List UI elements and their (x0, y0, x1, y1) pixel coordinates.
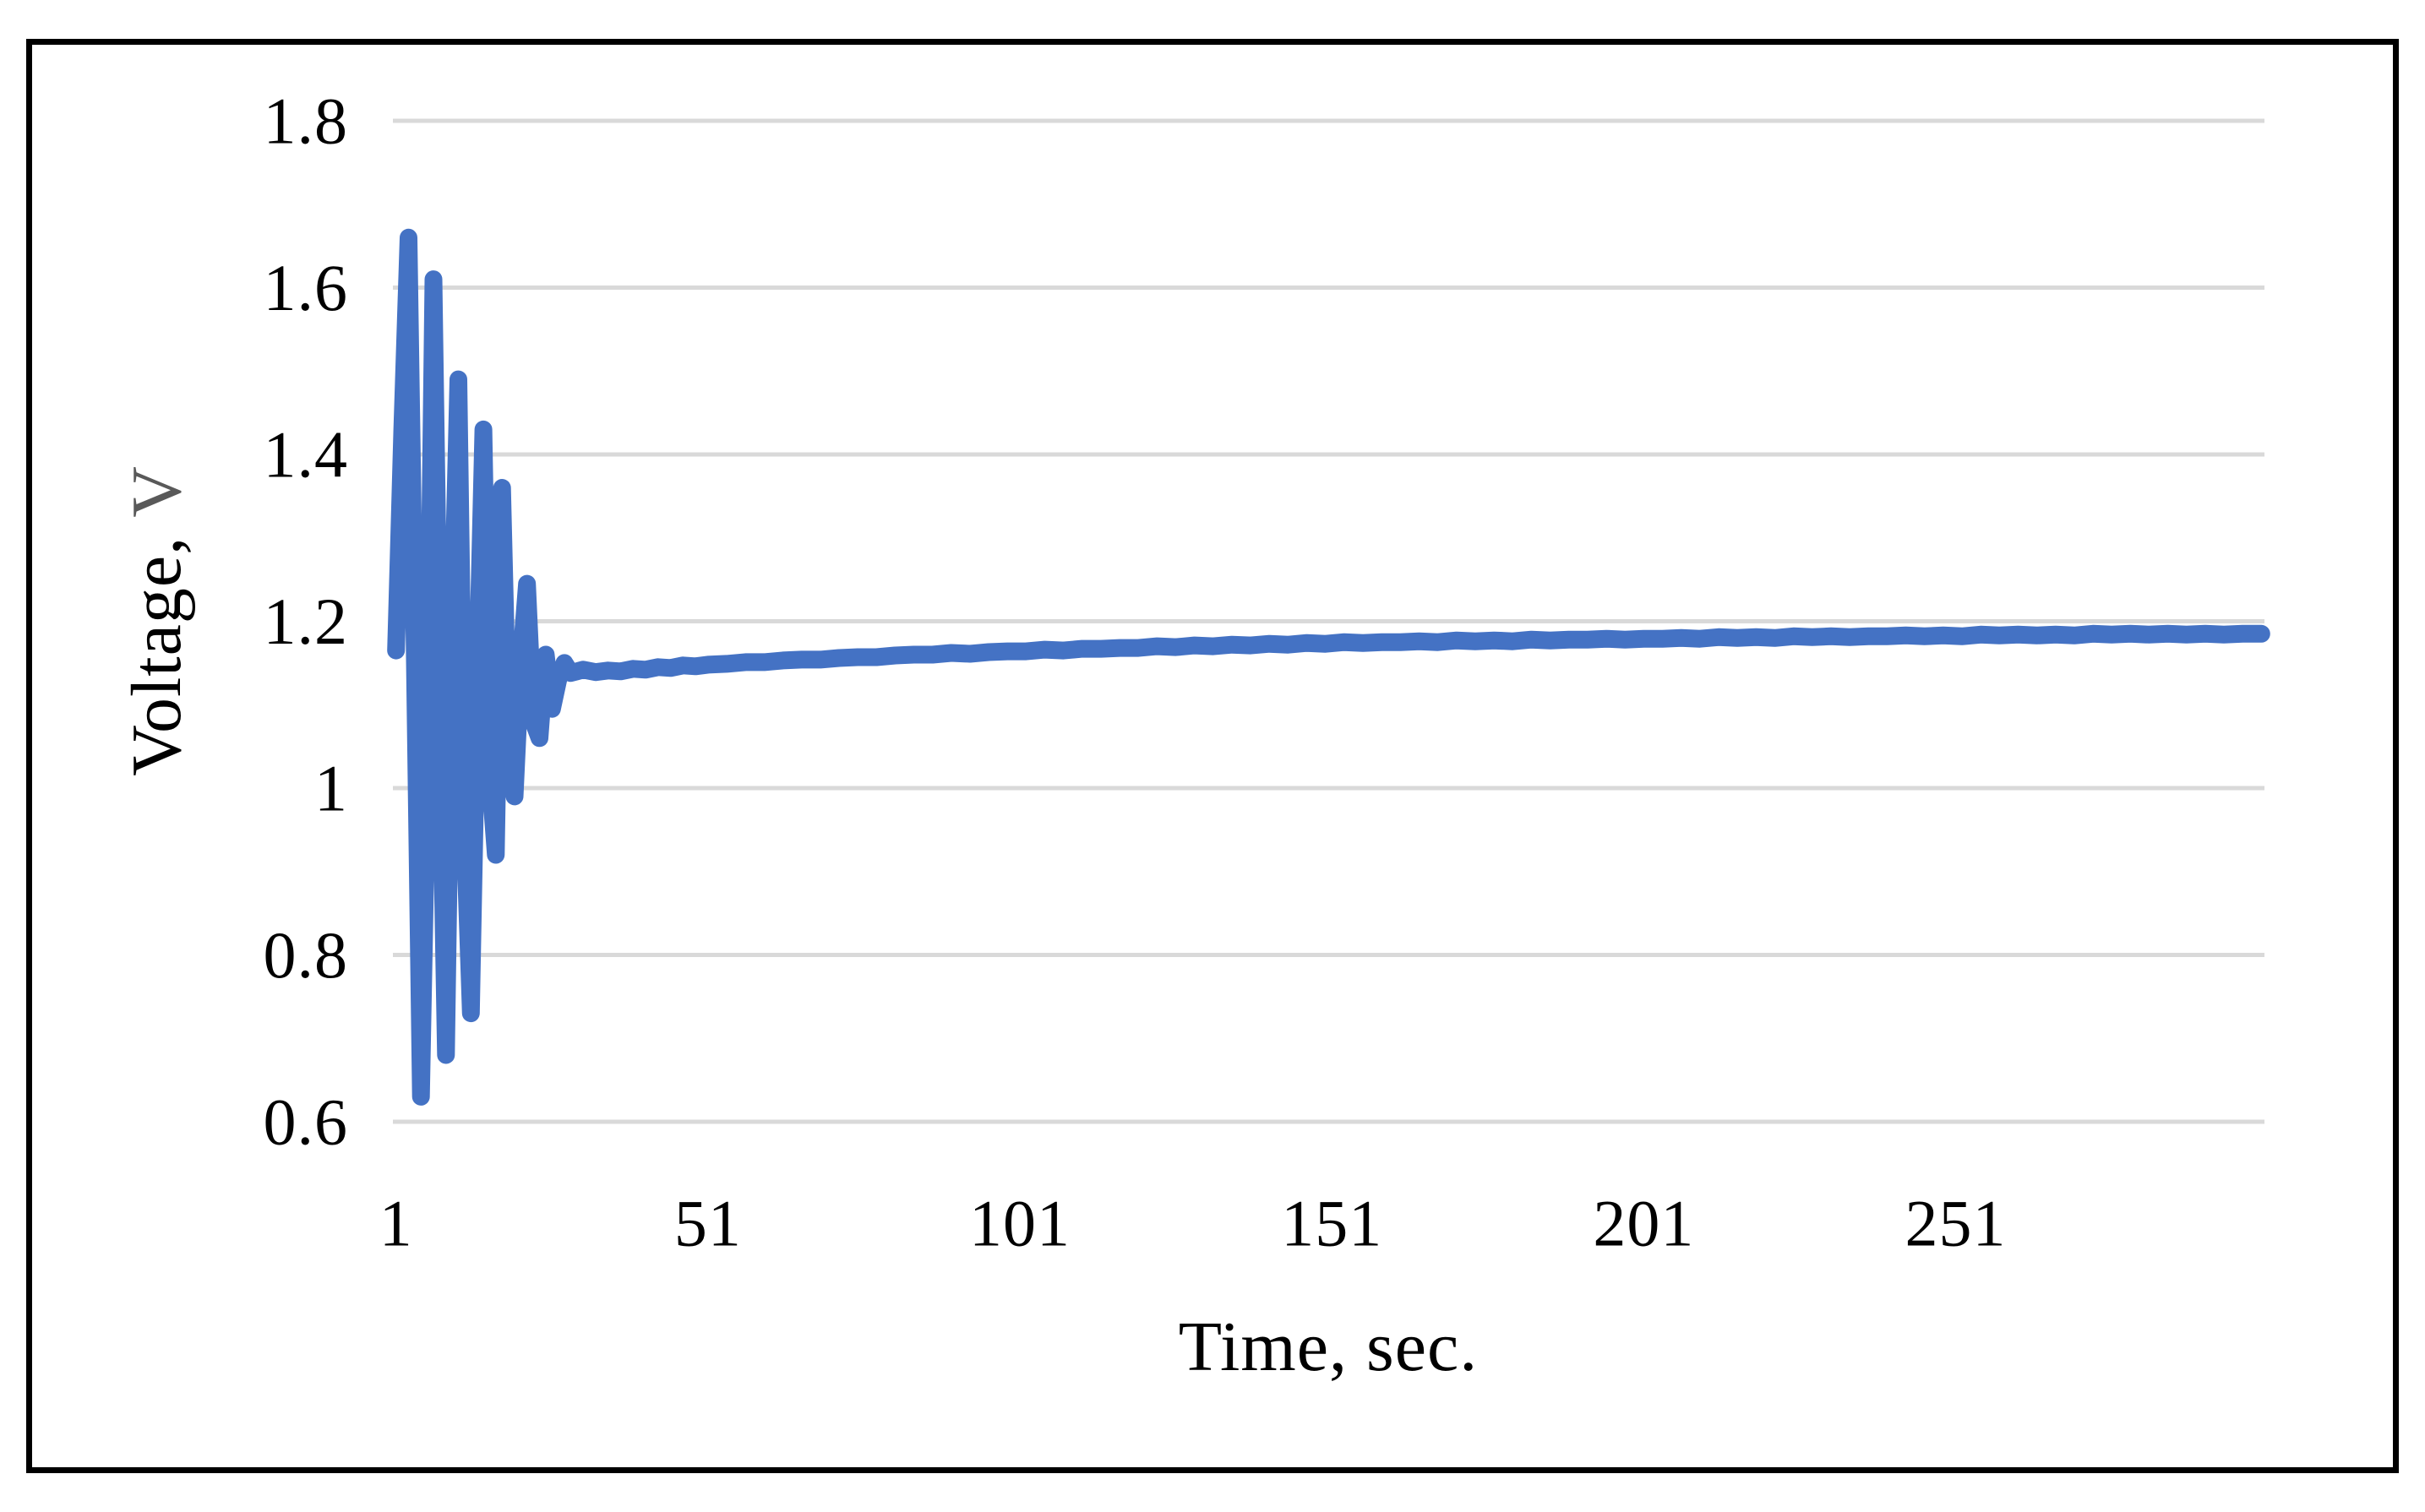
y-tick-label: 1.2 (264, 585, 349, 658)
y-tick-label: 0.8 (264, 918, 349, 992)
x-tick-label: 51 (674, 1187, 742, 1260)
x-tick-label: 201 (1593, 1187, 1694, 1260)
x-tick-label: 1 (379, 1187, 413, 1260)
x-tick-label: 151 (1281, 1187, 1382, 1260)
x-axis-tick-labels: 1 51 101 151 201 251 (379, 1187, 2007, 1260)
x-tick-label: 101 (969, 1187, 1071, 1260)
y-axis-title: Voltage, V (117, 465, 196, 776)
x-axis-title: Time, sec. (1179, 1308, 1479, 1386)
y-axis-title-text: Voltage, (117, 536, 196, 776)
y-tick-label: 1.4 (264, 418, 349, 492)
y-tick-label: 1.6 (264, 251, 349, 324)
voltage-series-line (387, 228, 2270, 1106)
y-axis-title-unit: V (117, 465, 196, 518)
gridlines (393, 118, 2264, 1124)
y-tick-label: 1.8 (264, 84, 349, 158)
y-tick-label: 1 (314, 752, 348, 825)
y-axis-tick-labels: 1.8 1.6 1.4 1.2 1 0.8 0.6 (264, 84, 349, 1159)
y-tick-label: 0.6 (264, 1085, 349, 1159)
x-tick-label: 251 (1905, 1187, 2007, 1260)
figure-border (26, 39, 2399, 1473)
